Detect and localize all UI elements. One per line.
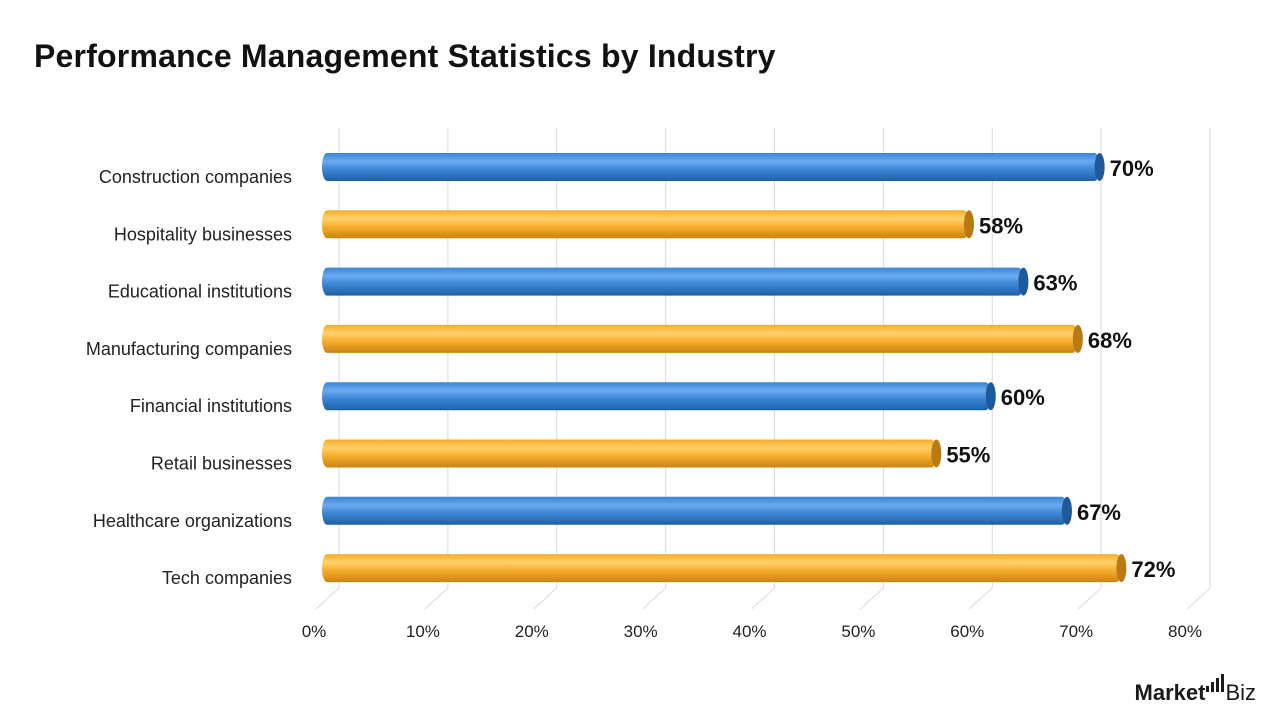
brand-logo: Market Biz — [1135, 674, 1256, 706]
bar-end-cap — [1061, 496, 1072, 525]
x-tick-label: 30% — [624, 622, 658, 641]
x-tick-label: 0% — [302, 622, 327, 641]
floor-gridline — [642, 587, 666, 610]
value-label: 70% — [1110, 156, 1154, 181]
category-label: Retail businesses — [151, 454, 292, 474]
bar — [322, 496, 1067, 525]
bar — [322, 439, 937, 468]
bar-end-cap — [1116, 554, 1127, 583]
category-label: Tech companies — [162, 568, 292, 588]
floor-gridline — [533, 587, 558, 610]
bar — [322, 153, 1100, 181]
bar-end-cap — [963, 210, 974, 239]
floor-gridline — [424, 587, 449, 610]
bar — [322, 210, 969, 239]
value-label: 67% — [1077, 500, 1121, 525]
bar-end-cap — [1072, 324, 1083, 353]
bar-end-cap — [931, 439, 942, 468]
category-label: Financial institutions — [130, 396, 292, 416]
value-label: 55% — [946, 443, 990, 468]
x-tick-label: 80% — [1168, 622, 1202, 641]
category-label: Healthcare organizations — [93, 511, 292, 531]
logo-text: Market — [1134, 680, 1206, 705]
category-label: Manufacturing companies — [86, 339, 292, 359]
bar-end-cap — [1094, 153, 1105, 181]
bars — [322, 153, 1127, 583]
bar — [322, 554, 1122, 583]
category-label: Educational institutions — [108, 282, 292, 302]
grid-lines — [315, 128, 1211, 610]
value-label: 72% — [1131, 557, 1175, 582]
category-label: Hospitality businesses — [114, 224, 292, 244]
bar — [322, 382, 991, 411]
floor-gridline — [1186, 587, 1211, 610]
bar — [322, 267, 1024, 296]
floor-gridline — [860, 587, 884, 610]
floor-gridline — [315, 587, 340, 610]
x-tick-label: 40% — [732, 622, 766, 641]
x-tick-label: 10% — [406, 622, 440, 641]
value-label: 68% — [1088, 328, 1132, 353]
value-label: 58% — [979, 213, 1023, 238]
bar-end-cap — [985, 382, 996, 411]
chart-title: Performance Management Statistics by Ind… — [34, 38, 776, 74]
logo-bars-icon — [1206, 674, 1225, 692]
floor-gridline — [751, 587, 775, 610]
floor-gridline — [968, 587, 993, 610]
x-tick-label: 50% — [841, 622, 875, 641]
value-label: 63% — [1033, 271, 1077, 296]
bar — [322, 324, 1078, 353]
category-label: Construction companies — [99, 167, 292, 187]
x-tick-label: 70% — [1059, 622, 1093, 641]
x-tick-label: 60% — [950, 622, 984, 641]
logo-suffix: Biz — [1225, 680, 1256, 705]
labels: 0% 10% 20% 30% 40% 50% 60% 70% 80% Construction c… — [86, 156, 1202, 641]
x-tick-label: 20% — [515, 622, 549, 641]
bar-end-cap — [1018, 267, 1029, 296]
value-label: 60% — [1001, 385, 1045, 410]
floor-gridline — [1077, 587, 1102, 610]
